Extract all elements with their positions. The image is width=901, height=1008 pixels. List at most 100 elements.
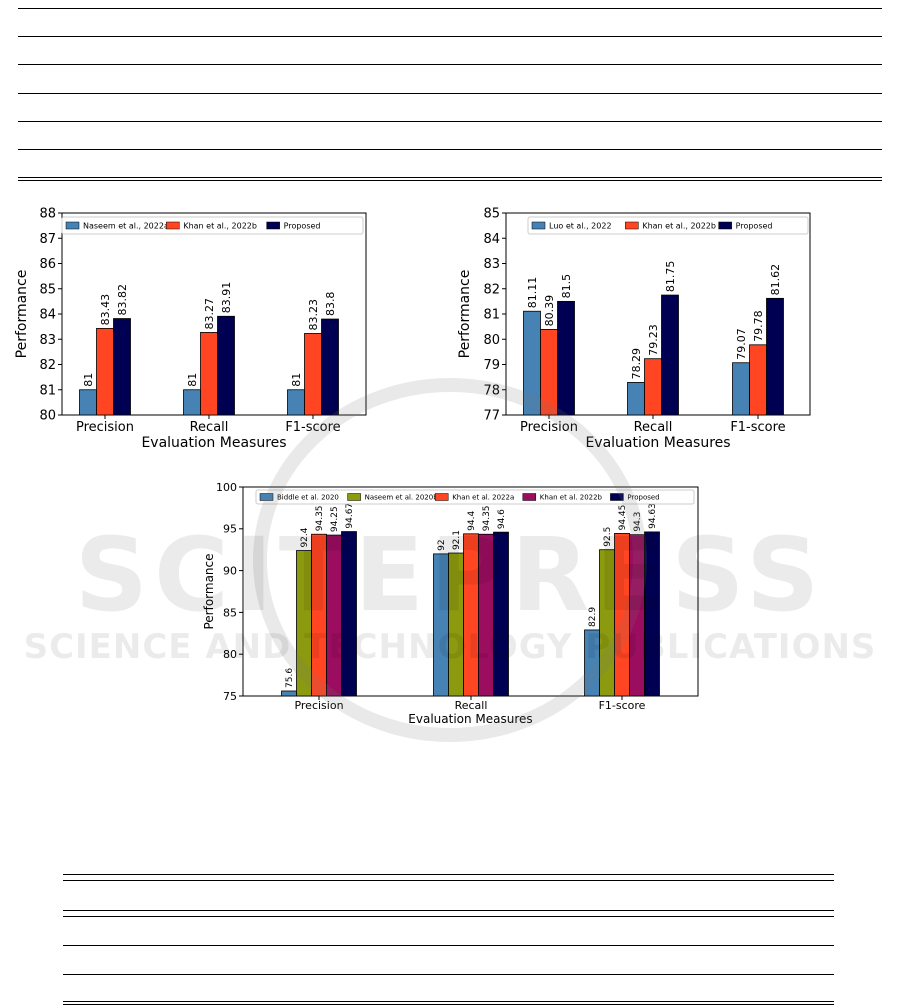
bar: [766, 297, 784, 416]
data-label: 94.4: [467, 511, 477, 531]
bar: [614, 532, 630, 697]
legend-swatch: [266, 221, 280, 230]
y-tick-label: 75: [223, 690, 237, 703]
data-label: 92.5: [603, 527, 613, 547]
data-label: 81.5: [560, 274, 573, 299]
y-tick-label: 78: [483, 383, 500, 398]
data-label: 82.9: [588, 607, 598, 627]
y-tick-label: 90: [223, 564, 237, 577]
data-label: 81: [186, 373, 199, 387]
y-axis-label: Performance: [202, 553, 216, 629]
bar: [478, 533, 494, 697]
table-rule: [18, 121, 882, 122]
legend-swatch: [522, 493, 537, 501]
y-tick-label: 83: [483, 257, 500, 272]
data-label: 79.78: [752, 310, 765, 342]
data-label: 94.67: [345, 503, 355, 529]
y-tick-label: 87: [39, 232, 56, 247]
y-tick-label: 77: [483, 409, 500, 424]
legend-swatch: [610, 493, 624, 501]
x-tick-label: Precision: [520, 420, 578, 435]
bar: [304, 333, 322, 416]
x-tick-label: F1-score: [285, 420, 340, 435]
data-label: 94.35: [315, 505, 325, 531]
legend-label: Luo et al., 2022: [549, 221, 612, 230]
bar: [79, 389, 97, 416]
data-label: 94.63: [648, 503, 658, 529]
data-label: 80.39: [543, 295, 556, 327]
data-label: 83.43: [99, 294, 112, 326]
y-tick-label: 86: [39, 257, 56, 272]
y-tick-label: 81: [483, 308, 500, 323]
y-axis-label: Performance: [14, 270, 30, 359]
bar: [523, 310, 541, 416]
data-label: 79.07: [735, 328, 748, 360]
bar: [341, 531, 357, 697]
legend-swatch: [718, 221, 732, 230]
legend-swatch: [65, 221, 80, 230]
bar: [113, 318, 131, 416]
bar: [311, 533, 327, 697]
bar: [627, 382, 645, 416]
y-axis-label: Performance: [457, 270, 473, 359]
y-tick-label: 95: [223, 523, 237, 536]
bar: [183, 389, 201, 416]
y-tick-label: 84: [39, 308, 56, 323]
table-rule: [18, 36, 882, 37]
y-tick-label: 80: [483, 333, 500, 348]
legend-label: Naseem et al. 2020b: [365, 493, 439, 501]
x-tick-label: Recall: [455, 699, 488, 712]
table2-rule: [63, 910, 834, 911]
table-rule: [18, 64, 882, 65]
bar: [540, 329, 558, 416]
data-label: 94.25: [330, 506, 340, 532]
y-tick-label: 100: [216, 481, 237, 494]
bar: [448, 552, 464, 697]
data-label: 83.23: [307, 299, 320, 331]
y-tick-label: 83: [39, 333, 56, 348]
legend-label: Proposed: [284, 221, 321, 230]
x-tick-label: Recall: [190, 420, 229, 435]
table-bottom-rule: [18, 180, 882, 181]
bar: [661, 294, 679, 416]
y-tick-label: 79: [483, 358, 500, 373]
bar: [644, 358, 662, 416]
table2-top-rule: [63, 874, 834, 875]
data-label: 81: [82, 373, 95, 387]
bar: [321, 318, 339, 416]
bar: [281, 690, 297, 697]
table2-rule: [63, 916, 834, 917]
bar: [732, 362, 750, 416]
legend-box: [527, 216, 809, 235]
bar: [287, 389, 305, 416]
data-label: 81: [290, 373, 303, 387]
data-label: 83.91: [220, 282, 233, 314]
bar: [96, 327, 114, 416]
table-top-rule: [18, 8, 882, 9]
legend-swatch: [347, 493, 361, 501]
bar: [463, 533, 479, 697]
x-tick-label: Precision: [76, 420, 134, 435]
data-label: 81.62: [769, 264, 782, 296]
data-label: 92: [437, 539, 447, 550]
bar: [326, 534, 342, 697]
x-axis-label: Evaluation Measures: [585, 435, 730, 451]
legend-box: [255, 489, 695, 505]
y-tick-label: 84: [483, 232, 500, 247]
y-tick-label: 80: [39, 409, 56, 424]
data-label: 81.11: [526, 277, 539, 309]
x-tick-label: Recall: [634, 420, 673, 435]
y-tick-label: 81: [39, 383, 56, 398]
table2-rule: [63, 880, 834, 881]
bar: [200, 332, 218, 416]
bar: [584, 629, 600, 697]
x-tick-label: F1-score: [599, 699, 646, 712]
legend-label: Proposed: [627, 493, 659, 501]
table-rule: [18, 149, 882, 150]
data-label: 79.23: [647, 324, 660, 356]
data-label: 83.27: [203, 298, 216, 330]
table-rule: [18, 93, 882, 94]
legend-label: Khan et al. 2022b: [540, 493, 603, 501]
x-tick-label: Precision: [294, 699, 343, 712]
